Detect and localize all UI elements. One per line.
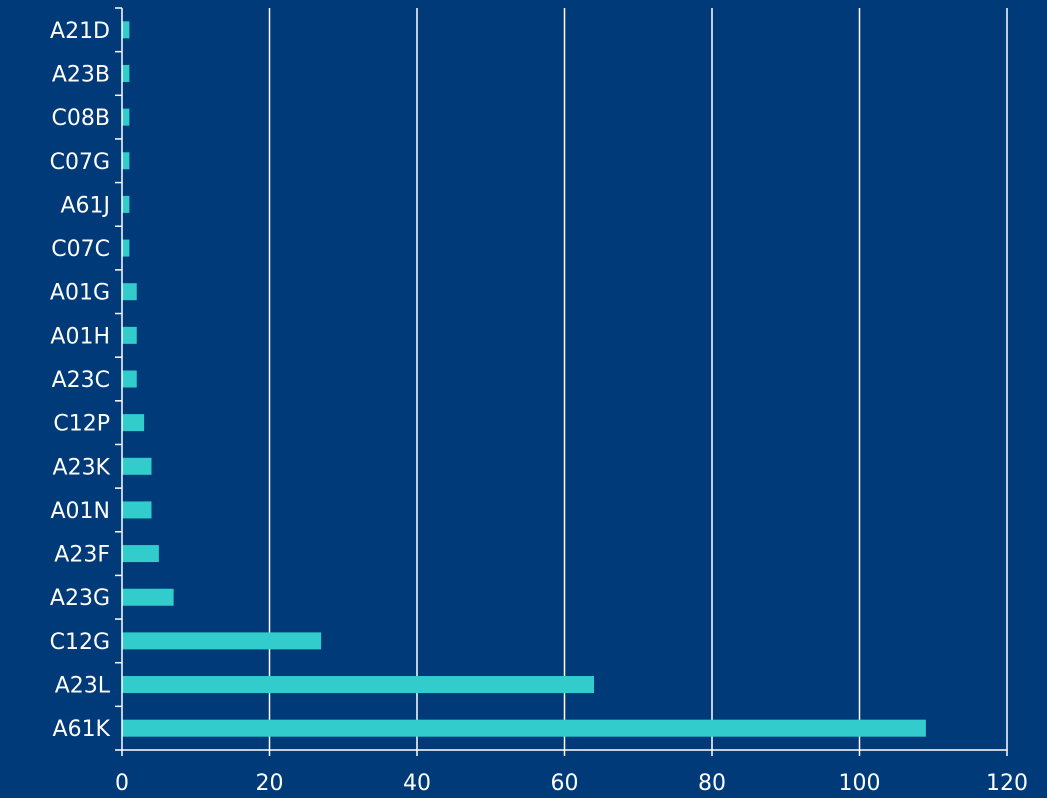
bar-a01h [122, 326, 137, 344]
bar-a61j [122, 195, 130, 213]
bar-c12g [122, 632, 322, 650]
bar-a23b [122, 64, 130, 82]
y-category-label: C12G [50, 630, 110, 655]
x-tick-label: 20 [256, 771, 284, 796]
bar-a01n [122, 501, 152, 519]
bar-c07c [122, 239, 130, 257]
x-tick-label: 80 [698, 771, 726, 796]
bar-c07g [122, 152, 130, 170]
bar-a61k [122, 719, 926, 737]
y-category-label: A61K [53, 717, 111, 742]
y-category-label: C07C [51, 237, 110, 262]
y-category-label: A23G [50, 586, 110, 611]
bar-a23f [122, 545, 159, 563]
x-tick-label: 120 [986, 771, 1028, 796]
bar-c12p [122, 414, 145, 432]
y-category-label: C08B [52, 106, 110, 131]
bar-a23l [122, 676, 594, 694]
y-category-label: A23B [52, 62, 110, 87]
y-category-label: A23C [52, 368, 110, 393]
bar-a23k [122, 457, 152, 475]
bar-a23g [122, 588, 174, 606]
x-tick-label: 60 [551, 771, 579, 796]
bar-layer [122, 21, 926, 737]
axis-layer [115, 7, 1008, 756]
y-category-label: A23F [54, 543, 110, 568]
y-category-label: A01H [50, 324, 110, 349]
y-category-label: A61J [60, 193, 110, 218]
y-category-label: C12P [53, 412, 110, 437]
x-tick-label: 40 [403, 771, 431, 796]
y-category-label: C07G [50, 150, 110, 175]
bar-a21d [122, 21, 130, 39]
bar-a01g [122, 283, 137, 301]
x-tick-label: 0 [115, 771, 129, 796]
bar-a23c [122, 370, 137, 388]
label-layer: 0 20 40 60 80 100 120 A21D A23B C08B C07G A61J C07C A… [50, 19, 1028, 796]
y-category-label: A01G [50, 281, 110, 306]
y-category-label: A21D [50, 19, 110, 44]
grid-layer [268, 8, 1008, 750]
x-tick-label: 100 [839, 771, 881, 796]
y-category-label: A23K [53, 455, 111, 480]
y-category-label: A01N [50, 499, 110, 524]
bar-c08b [122, 108, 130, 126]
y-category-label: A23L [55, 674, 111, 699]
